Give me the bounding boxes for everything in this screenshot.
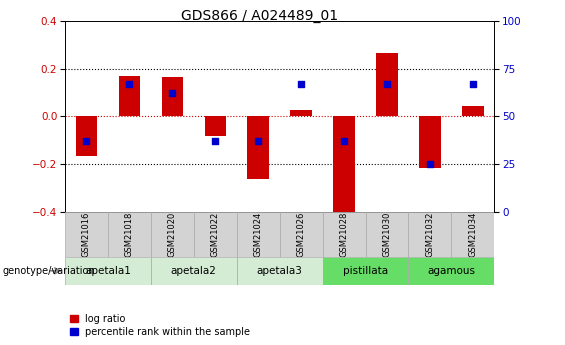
FancyBboxPatch shape — [151, 257, 237, 285]
Text: GSM21028: GSM21028 — [340, 212, 349, 257]
FancyBboxPatch shape — [323, 257, 408, 285]
Text: apetala2: apetala2 — [171, 266, 217, 276]
Point — [468, 81, 477, 87]
FancyBboxPatch shape — [408, 257, 494, 285]
Bar — [205, 117, 226, 136]
FancyBboxPatch shape — [65, 257, 151, 285]
Text: agamous: agamous — [428, 266, 475, 276]
FancyBboxPatch shape — [108, 212, 151, 257]
Text: GSM21026: GSM21026 — [297, 212, 306, 257]
Text: GSM21034: GSM21034 — [468, 212, 477, 257]
Point — [340, 139, 349, 144]
Point — [297, 81, 306, 87]
FancyBboxPatch shape — [451, 212, 494, 257]
Bar — [247, 117, 269, 179]
Text: GSM21024: GSM21024 — [254, 212, 263, 257]
Bar — [376, 53, 398, 117]
Point — [254, 139, 263, 144]
Point — [211, 139, 220, 144]
FancyBboxPatch shape — [194, 212, 237, 257]
Legend: log ratio, percentile rank within the sample: log ratio, percentile rank within the sa… — [70, 314, 250, 337]
FancyBboxPatch shape — [65, 212, 108, 257]
Text: GSM21018: GSM21018 — [125, 212, 134, 257]
Text: GSM21032: GSM21032 — [425, 212, 434, 257]
Point — [82, 139, 91, 144]
Point — [125, 81, 134, 87]
FancyBboxPatch shape — [237, 257, 323, 285]
Bar — [290, 110, 312, 117]
Bar — [462, 106, 484, 117]
Point — [168, 91, 177, 96]
Text: GSM21030: GSM21030 — [383, 212, 392, 257]
Bar — [76, 117, 97, 156]
FancyBboxPatch shape — [280, 212, 323, 257]
FancyBboxPatch shape — [366, 212, 408, 257]
Text: GDS866 / A024489_01: GDS866 / A024489_01 — [181, 9, 338, 23]
Bar — [162, 77, 183, 117]
Bar — [119, 76, 140, 117]
FancyBboxPatch shape — [151, 212, 194, 257]
Text: genotype/variation: genotype/variation — [3, 266, 95, 276]
Point — [425, 161, 434, 167]
FancyBboxPatch shape — [237, 212, 280, 257]
Text: apetala1: apetala1 — [85, 266, 131, 276]
Text: GSM21020: GSM21020 — [168, 212, 177, 257]
Point — [383, 81, 392, 87]
Text: GSM21016: GSM21016 — [82, 212, 91, 257]
FancyBboxPatch shape — [323, 212, 366, 257]
Bar — [419, 117, 441, 168]
FancyBboxPatch shape — [408, 212, 451, 257]
Text: apetala3: apetala3 — [257, 266, 303, 276]
Text: pistillata: pistillata — [343, 266, 388, 276]
Bar — [333, 117, 355, 217]
Text: GSM21022: GSM21022 — [211, 212, 220, 257]
